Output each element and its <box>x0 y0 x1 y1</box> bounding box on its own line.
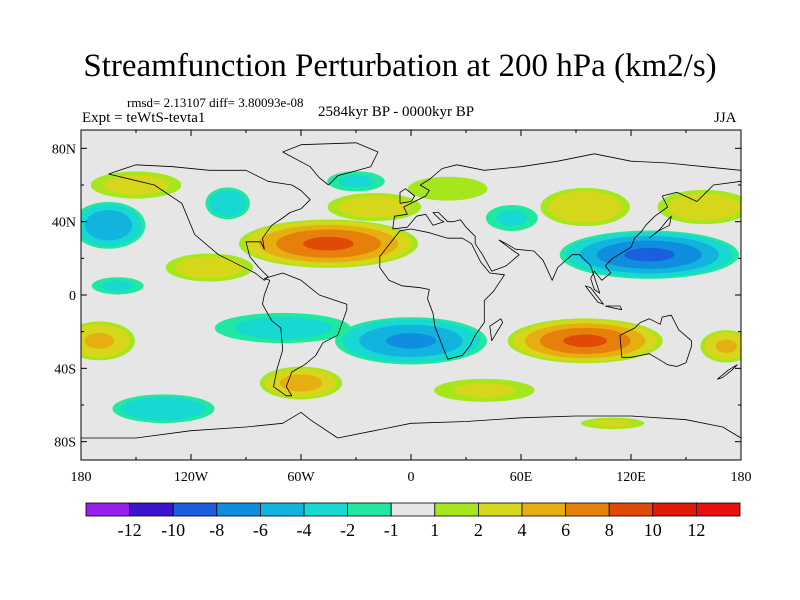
contour-band-11 <box>624 247 675 262</box>
contour-band-6 <box>338 175 374 188</box>
season-label: JJA <box>714 110 737 126</box>
colorbar-swatch <box>259 502 305 517</box>
colorbar-swatch <box>85 502 130 517</box>
contour-band-20 <box>453 383 516 398</box>
coastline-12 <box>716 364 738 380</box>
colorbar-swatch <box>390 502 436 517</box>
colorbar-label: 1 <box>430 520 439 540</box>
contour-band-13 <box>84 332 114 349</box>
colorbar-label: -4 <box>297 520 312 540</box>
x-tick-label: 60W <box>287 470 315 485</box>
colorbar-label: 6 <box>561 520 570 540</box>
contour-band-2 <box>84 210 133 241</box>
experiment-label: Expt = teWtS-tevta1 <box>82 110 206 126</box>
coastline-2 <box>282 142 379 186</box>
coastline-9 <box>649 215 672 239</box>
coastline-0 <box>108 164 311 281</box>
x-tick-label: 0 <box>408 470 415 485</box>
colorbar-swatch <box>565 502 610 517</box>
contour-band-10 <box>667 193 741 221</box>
coastline-8 <box>604 305 623 311</box>
contour-band-16 <box>563 334 607 348</box>
y-tick-label: 80S <box>54 436 76 451</box>
coastlines <box>81 142 741 439</box>
contour-band-3 <box>303 236 354 251</box>
contour-band-4 <box>175 256 244 279</box>
colorbar-swatch <box>477 502 523 517</box>
colorbar-label: -1 <box>384 520 399 540</box>
contour-band-14 <box>233 317 332 339</box>
colorbar-label: 12 <box>687 520 705 540</box>
contour-band-19 <box>279 374 323 392</box>
colorbar: -12 -10 -8 -6 -4 -2 -1 1 2 4 6 8 10 12 <box>85 502 741 540</box>
colorbar-label: -8 <box>209 520 224 540</box>
contour-band-7 <box>407 176 488 201</box>
period-label: 2584kyr BP - 0000kyr BP <box>318 104 475 120</box>
colorbar-swatch <box>696 502 741 517</box>
x-tick-label: 180 <box>71 470 92 485</box>
colorbar-swatch <box>303 502 348 517</box>
contour-band-8 <box>495 210 528 226</box>
contour-band-0 <box>103 175 169 195</box>
x-tick-label: 60E <box>510 470 533 485</box>
contour-band-18 <box>121 396 206 421</box>
coastline-4 <box>392 153 741 294</box>
colorbar-swatch <box>347 502 392 517</box>
colorbar-label: 8 <box>605 520 614 540</box>
coastline-5 <box>619 314 692 367</box>
colorbar-swatch <box>608 502 654 517</box>
colorbar-label: 4 <box>518 520 527 540</box>
coastline-10 <box>399 188 416 204</box>
y-tick-label: 40S <box>54 362 76 377</box>
colorbar-label: -2 <box>340 520 355 540</box>
y-tick-label: 0 <box>69 289 76 304</box>
coastline-6 <box>81 411 741 439</box>
colorbar-label: -6 <box>253 520 268 540</box>
chart-title: Streamfunction Perturbation at 200 hPa (… <box>83 48 717 84</box>
coastline-11 <box>489 318 504 342</box>
colorbar-swatch <box>434 502 479 517</box>
y-tick-label: 40N <box>52 216 76 231</box>
contour-band-1 <box>209 190 247 217</box>
colorbar-swatch <box>521 502 566 517</box>
contour-band-12 <box>101 280 134 292</box>
coastline-1 <box>262 272 348 397</box>
coastline-7 <box>584 285 604 305</box>
colorbar-label: -10 <box>161 520 185 540</box>
y-tick-label: 80N <box>52 142 76 157</box>
x-tick-label: 180 <box>731 470 752 485</box>
colorbar-swatch <box>652 502 697 517</box>
contour-band-9 <box>548 191 622 223</box>
contour-band-17 <box>715 339 737 353</box>
x-tick-label: 120E <box>616 470 646 485</box>
contour-band-15 <box>386 333 436 349</box>
colorbar-label: -12 <box>118 520 142 540</box>
contour-band-21 <box>593 419 633 427</box>
x-tick-label: 120W <box>174 470 209 485</box>
colorbar-swatch <box>129 502 174 517</box>
contour-band-5 <box>337 196 412 218</box>
colorbar-swatch <box>172 502 218 517</box>
colorbar-label: 2 <box>474 520 483 540</box>
colorbar-swatch <box>216 502 261 517</box>
coastline-3 <box>379 228 505 360</box>
colorbar-label: 10 <box>644 520 662 540</box>
stats-text: rmsd= 2.13107 diff= 3.80093e-08 <box>127 95 304 110</box>
